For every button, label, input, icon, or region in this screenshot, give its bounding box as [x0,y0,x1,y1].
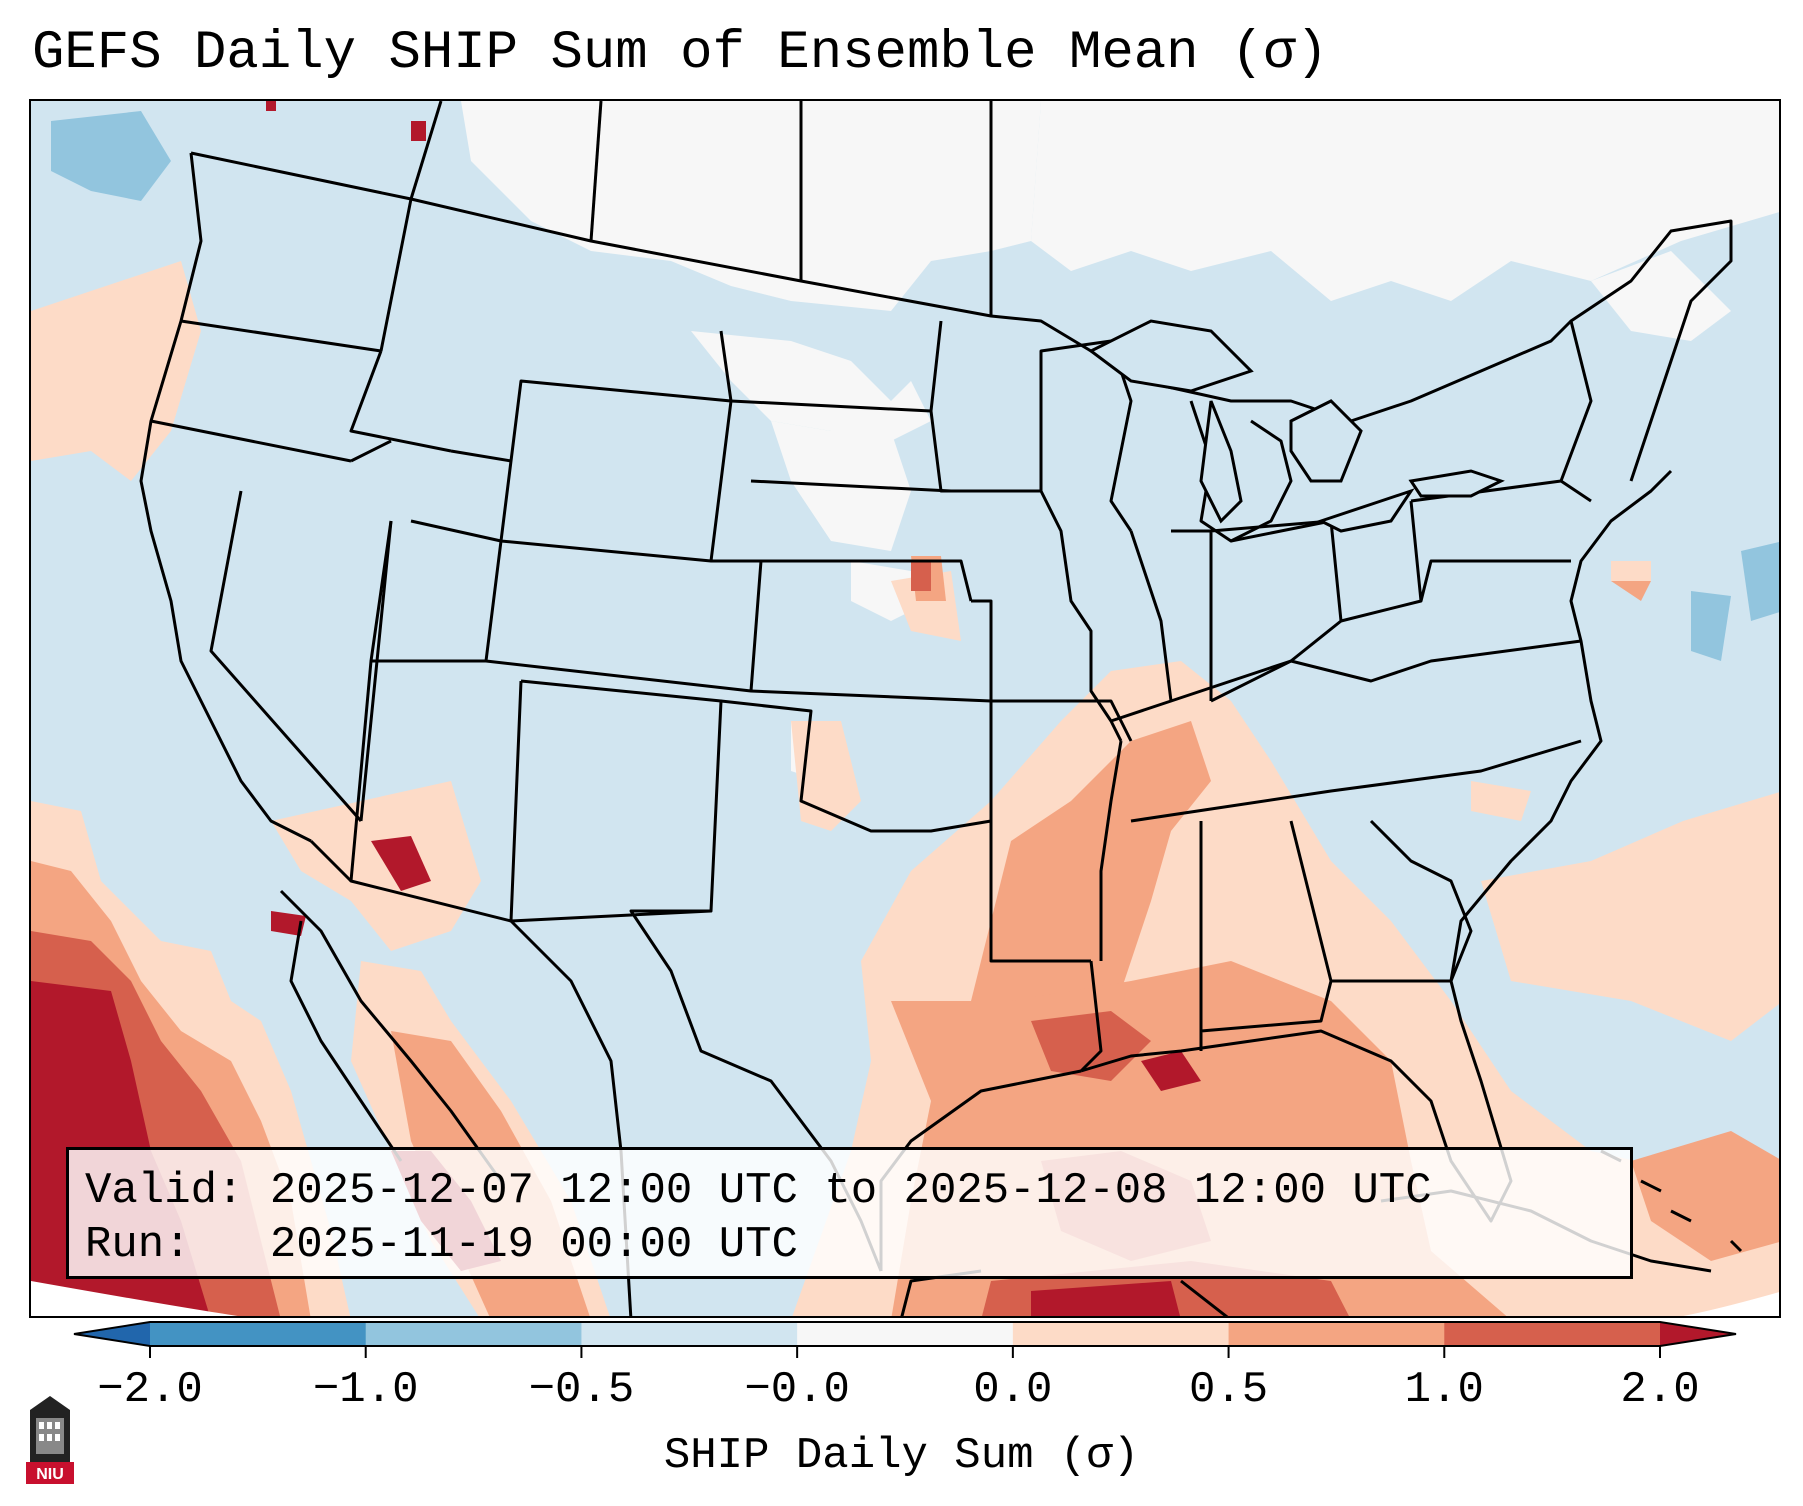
projection-edge [31,1281,238,1316]
colorbar-segment-4 [1012,1322,1230,1346]
niu-logo-text: NIU [36,1466,64,1483]
colorbar-segment-5 [1228,1322,1445,1346]
negative-shading [51,111,1779,661]
map-panel [29,99,1781,1318]
run-time-text: Run: 2025-11-19 00:00 UTC [85,1220,798,1270]
colorbar [73,1321,1737,1358]
colorbar-ticks [149,1346,1661,1358]
colorbar-segment-6 [1444,1322,1661,1346]
colorbar-segment-0 [150,1322,367,1346]
projection-edge-right [1683,1292,1779,1316]
colorbar-tick-label: −0.0 [744,1365,850,1415]
colorbar-tick-label: 2.0 [1620,1365,1700,1415]
colorbar-tick-label: 1.0 [1404,1365,1484,1415]
valid-run-info-box: Valid: 2025-12-07 12:00 UTC to 2025-12-0… [66,1147,1633,1279]
colorbar-tick-label: −2.0 [97,1365,203,1415]
colorbar-tick-label: −1.0 [312,1365,419,1415]
colorbar-tick-label: −0.5 [528,1365,635,1415]
colorbar-segment-3 [797,1322,1014,1346]
colorbar-tick-label: 0.5 [1188,1365,1269,1415]
great-lakes [1088,319,1505,533]
colorbar-extend-low [74,1322,150,1346]
colorbar-extend-high [1660,1322,1736,1346]
colorbar-tick-label: 0.0 [973,1365,1053,1415]
niu-logo: NIU [26,1396,74,1484]
valid-time-text: Valid: 2025-12-07 12:00 UTC to 2025-12-0… [85,1166,1432,1216]
map-canvas [31,101,1779,1316]
colorbar-segment-2 [581,1322,798,1346]
colorbar-segment-1 [365,1322,582,1346]
map-title: GEFS Daily SHIP Sum of Ensemble Mean (σ) [32,23,1329,84]
colorbar-label: SHIP Daily Sum (σ) [663,1431,1140,1481]
colorbar-segments [73,1321,1737,1347]
